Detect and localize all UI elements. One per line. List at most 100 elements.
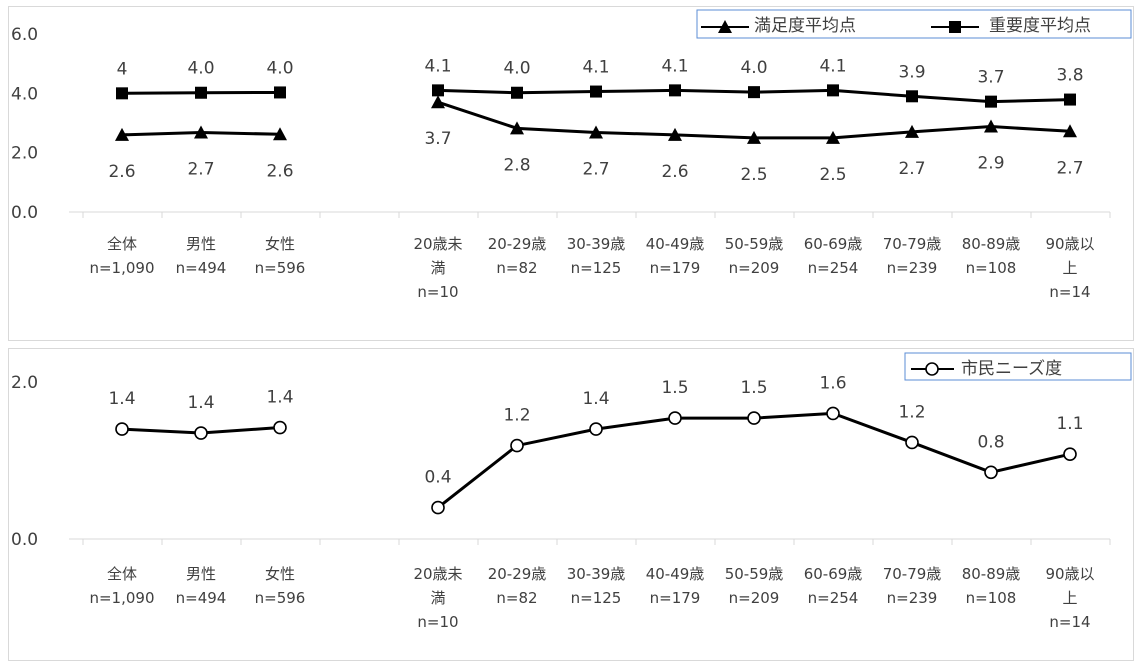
x-tick-label: n=254: [808, 589, 859, 607]
x-tick-label: 上: [1062, 589, 1077, 607]
needs-marker: [589, 422, 603, 436]
satisfaction-marker: [273, 127, 287, 141]
satisfaction-marker: [747, 130, 761, 144]
legend-marker-importance: [949, 21, 961, 33]
chart-1-svg: 0.02.04.06.0全体n=1,090男性n=494女性n=59620歳未満…: [11, 9, 1132, 301]
needs-marker: [826, 406, 840, 421]
x-tick-label: 40-49歳: [646, 565, 705, 583]
needs-data-label: 1.6: [819, 373, 846, 393]
importance-data-label: 4: [117, 59, 128, 79]
legend-box: [904, 352, 1132, 381]
satisfaction-data-label: 2.9: [977, 154, 1004, 174]
x-tick-label: n=10: [417, 283, 458, 301]
needs-data-label: 1.4: [108, 389, 135, 409]
satisfaction-marker: [668, 127, 682, 141]
x-tick-label: 70-79歳: [883, 235, 942, 253]
x-tick-label: n=239: [887, 259, 938, 277]
needs-marker: [194, 426, 208, 440]
importance-data-label: 4.0: [503, 59, 530, 79]
x-tick-label: n=494: [176, 589, 227, 607]
satisfaction-marker: [115, 127, 129, 141]
x-tick-label: n=239: [887, 589, 938, 607]
importance-marker: [827, 84, 839, 97]
chart-panel-needs: 0.0 2.0 全体 n=1,090 男性 n=494 女性 n=596 20歳未満 n=10 20…: [8, 348, 1134, 661]
needs-marker: [273, 420, 287, 435]
satisfaction-data-label: 2.7: [582, 159, 609, 179]
satisfaction-data-label: 2.6: [661, 162, 688, 182]
importance-data-label: 4.0: [740, 58, 767, 78]
x-tick-label: 満: [430, 589, 445, 607]
x-tick-label: n=82: [496, 589, 537, 607]
needs-marker: [984, 465, 998, 480]
satisfaction-data-label: 2.5: [819, 165, 846, 185]
x-tick-label: 20-29歳: [488, 565, 547, 583]
x-tick-label: n=209: [729, 589, 780, 607]
x-tick-label: 50-59歳: [725, 235, 784, 253]
legend-box: [696, 9, 1132, 39]
x-tick-label: 20歳未: [413, 565, 462, 583]
needs-marker: [1063, 447, 1077, 462]
chart-panel-satisfaction-importance: 0.0 2.0 4.0 6.0 全体 n=1,090 男性 n=494 女性 n=596 20歳未満…: [8, 6, 1134, 341]
needs-data-label: 1.5: [740, 378, 767, 398]
x-tick-label: n=1,090: [89, 589, 154, 607]
y-tick-label: 0.0: [11, 203, 38, 223]
x-tick-label: n=14: [1049, 613, 1090, 631]
x-tick-label: n=494: [176, 259, 227, 277]
satisfaction-data-label: 2.7: [898, 159, 925, 179]
importance-data-label: 3.8: [1056, 66, 1083, 86]
x-tick-label: 50-59歳: [725, 565, 784, 583]
x-tick-label: n=125: [571, 259, 622, 277]
legend: 満足度平均点 重要度平均点: [696, 9, 1132, 39]
x-tick-label: 男性: [186, 565, 216, 583]
y-tick-label: 4.0: [11, 84, 38, 104]
y-tick-label: 0.0: [11, 530, 38, 550]
legend-label-satisfaction: 満足度平均点: [754, 16, 856, 36]
needs-data-label: 1.4: [266, 388, 293, 408]
x-tick-label: 70-79歳: [883, 565, 942, 583]
needs-marker: [747, 411, 761, 425]
x-tick-label: 60-69歳: [804, 235, 863, 253]
x-tick-label: n=1,090: [89, 259, 154, 277]
importance-marker: [985, 95, 997, 108]
satisfaction-data-label: 2.7: [1056, 158, 1083, 178]
importance-data-label: 4.1: [819, 56, 846, 76]
satisfaction-data-label: 2.5: [740, 165, 767, 185]
needs-data-label: 1.5: [661, 378, 688, 398]
satisfaction-marker: [984, 119, 998, 133]
x-tick-label: n=179: [650, 259, 701, 277]
x-tick-label: n=179: [650, 589, 701, 607]
importance-marker: [906, 90, 918, 103]
satisfaction-marker: [1063, 124, 1077, 138]
x-tick-label: n=596: [255, 589, 306, 607]
x-tick-label: 40-49歳: [646, 235, 705, 253]
x-tick-label: n=82: [496, 259, 537, 277]
y-tick-label: 2.0: [11, 373, 38, 393]
x-tick-label: 男性: [186, 235, 216, 253]
x-tick-label: n=108: [966, 259, 1017, 277]
x-tick-label: 30-39歳: [567, 235, 626, 253]
satisfaction-data-label: 2.6: [108, 162, 135, 182]
importance-data-label: 3.9: [898, 62, 925, 82]
importance-marker: [748, 86, 760, 99]
satisfaction-data-label: 3.7: [424, 129, 451, 149]
x-tick-label: 20-29歳: [488, 235, 547, 253]
satisfaction-marker: [510, 121, 524, 135]
series-line: [437, 411, 1071, 509]
importance-marker: [116, 87, 128, 100]
satisfaction-data-label: 2.6: [266, 161, 293, 181]
needs-marker: [431, 500, 445, 515]
x-tick-label: n=254: [808, 259, 859, 277]
needs-data-label: 1.4: [187, 393, 214, 413]
satisfaction-marker: [194, 125, 208, 139]
needs-marker: [115, 422, 129, 436]
legend-label-needs: 市民ニーズ度: [961, 359, 1062, 379]
needs-marker: [905, 435, 919, 450]
x-tick-label: 全体: [107, 235, 137, 253]
x-tick-label: n=209: [729, 259, 780, 277]
importance-data-label: 3.7: [977, 68, 1004, 88]
x-tick-label: 90歳以: [1045, 565, 1094, 583]
needs-data-label: 0.4: [424, 468, 451, 488]
importance-marker: [669, 84, 681, 97]
importance-marker: [511, 86, 523, 99]
x-tick-label: 60-69歳: [804, 565, 863, 583]
